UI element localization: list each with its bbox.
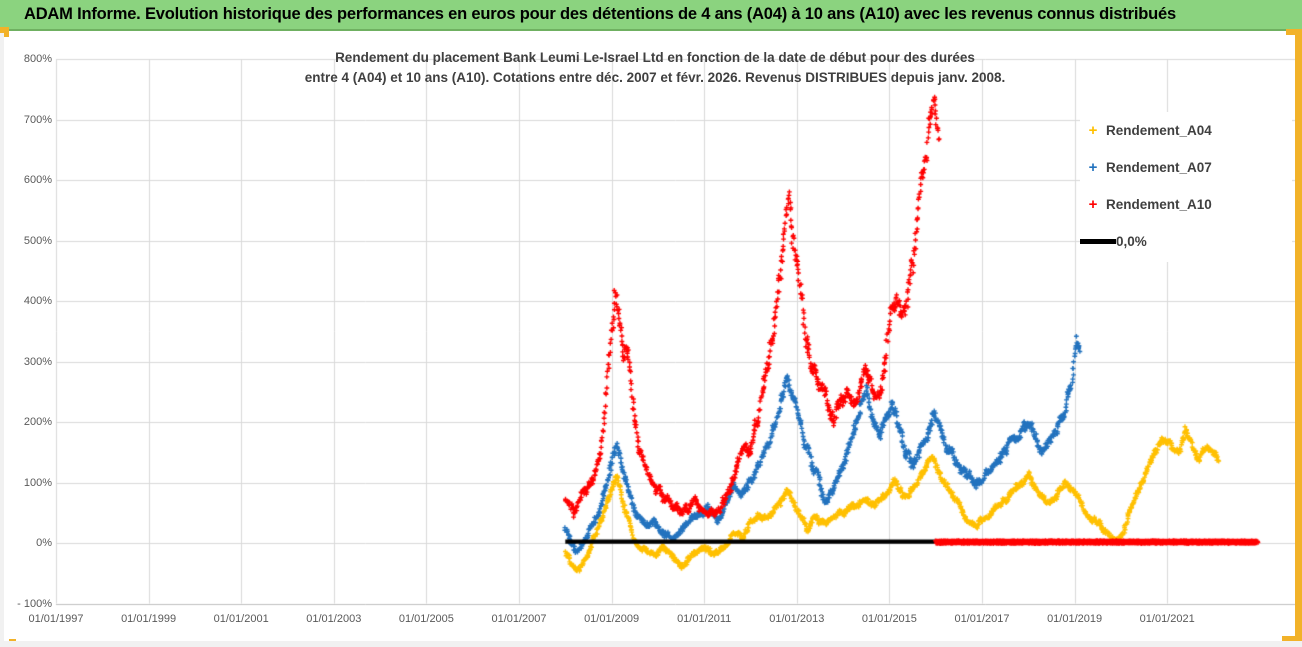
zero-line-swatch-icon [1080, 239, 1116, 244]
header-bar: ADAM Informe. Evolution historique des p… [0, 0, 1302, 31]
x-axis-label: 01/01/2003 [288, 612, 380, 626]
legend-label: 0,0% [1116, 234, 1147, 249]
y-axis-label: 300% [0, 355, 52, 369]
sheet-border-right [1295, 31, 1302, 647]
chart-canvas [0, 0, 1302, 647]
page-title: ADAM Informe. Evolution historique des p… [0, 5, 1176, 24]
legend-item-a07[interactable]: + Rendement_A07 [1080, 149, 1292, 186]
y-axis-label: 700% [0, 113, 52, 127]
sheet-edge-bottom [0, 641, 1302, 647]
legend-label: Rendement_A07 [1106, 160, 1212, 175]
chart-legend[interactable]: + Rendement_A04 + Rendement_A07 + Rendem… [1080, 112, 1292, 262]
x-axis-label: 01/01/2011 [658, 612, 750, 626]
legend-item-zero[interactable]: 0,0% [1080, 223, 1292, 260]
x-axis-label: 01/01/1997 [10, 612, 102, 626]
x-axis-label: 01/01/2001 [195, 612, 287, 626]
plus-marker-icon: + [1080, 160, 1106, 175]
worksheet: ADAM Informe. Evolution historique des p… [0, 0, 1302, 647]
x-axis-label: 01/01/2017 [936, 612, 1028, 626]
plus-marker-icon: + [1080, 123, 1106, 138]
x-axis-label: 01/01/2019 [1029, 612, 1121, 626]
sheet-border-top-right [1286, 29, 1302, 35]
legend-item-a10[interactable]: + Rendement_A10 [1080, 186, 1292, 223]
x-axis-label: 01/01/2007 [473, 612, 565, 626]
chart-title-line1: Rendement du placement Bank Leumi Le-Isr… [240, 48, 1070, 68]
x-axis-label: 01/01/2013 [751, 612, 843, 626]
y-axis-label: 200% [0, 415, 52, 429]
y-axis-label: 500% [0, 234, 52, 248]
y-axis-label: 600% [0, 173, 52, 187]
y-axis-label: 100% [0, 476, 52, 490]
chart-title: Rendement du placement Bank Leumi Le-Isr… [240, 48, 1070, 88]
x-axis-label: 01/01/2009 [566, 612, 658, 626]
y-axis-label: 0% [0, 536, 52, 550]
legend-label: Rendement_A10 [1106, 197, 1212, 212]
y-axis-label: 400% [0, 294, 52, 308]
x-axis-label: 01/01/2005 [380, 612, 472, 626]
plus-marker-icon: + [1080, 197, 1106, 212]
x-axis-label: 01/01/1999 [103, 612, 195, 626]
y-axis-label: - 100% [0, 597, 52, 611]
x-axis-label: 01/01/2015 [843, 612, 935, 626]
legend-item-a04[interactable]: + Rendement_A04 [1080, 112, 1292, 149]
legend-label: Rendement_A04 [1106, 123, 1212, 138]
chart-title-line2: entre 4 (A04) et 10 ans (A10). Cotations… [240, 68, 1070, 88]
y-axis-label: 800% [0, 52, 52, 66]
x-axis-label: 01/01/2021 [1121, 612, 1213, 626]
